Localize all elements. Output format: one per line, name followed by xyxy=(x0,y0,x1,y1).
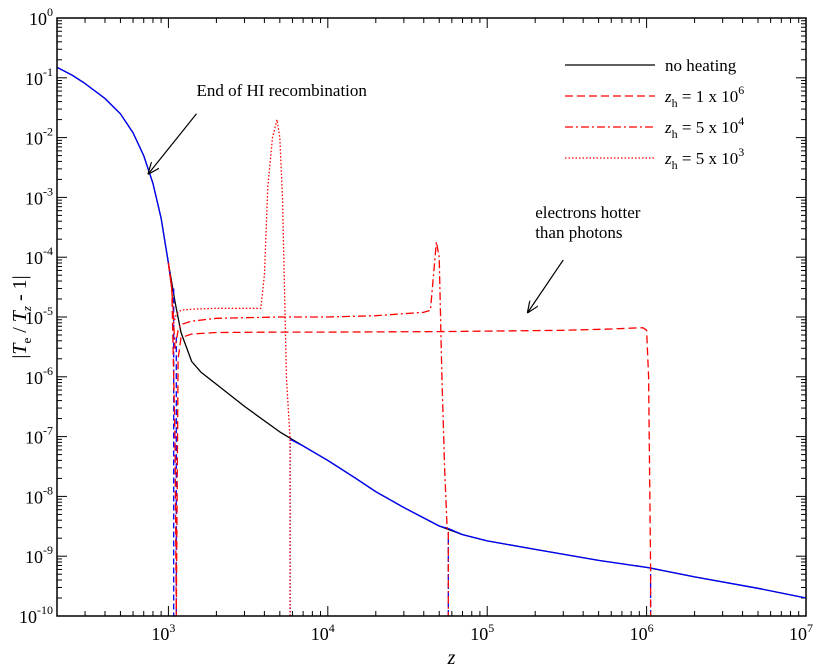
y-tick-label: 10-2 xyxy=(25,125,53,149)
x-tick-label: 107 xyxy=(789,621,813,644)
annotation-arrow xyxy=(148,113,197,174)
legend-label: zh = 5 x 104 xyxy=(664,114,744,141)
y-tick-label: 10-3 xyxy=(25,184,53,208)
x-tick-label: 103 xyxy=(151,621,175,644)
y-tick-label: 10-5 xyxy=(25,304,53,328)
series-line xyxy=(448,527,807,599)
x-axis-label: z xyxy=(447,647,456,669)
y-tick-label: 10-1 xyxy=(25,65,53,89)
annotations: End of HI recombination electrons hotter t… xyxy=(148,81,641,312)
y-tick-label: 10-7 xyxy=(25,424,53,448)
series-line xyxy=(167,118,291,616)
tick-labels: 103 104 105 106 107 100 10-1 10-2 10-3 10-4 10-5 10… xyxy=(19,5,813,644)
legend-label: zh = 5 x 103 xyxy=(664,145,744,172)
y-tick-label: 10-6 xyxy=(25,364,53,388)
series-line xyxy=(289,438,449,530)
y-tick-label: 10-10 xyxy=(19,603,53,627)
annotation-arrow xyxy=(528,259,564,312)
legend-label: no heating xyxy=(665,56,737,75)
axis-ticks xyxy=(56,17,807,617)
annotation-text: electrons hotter than photons xyxy=(535,203,641,242)
y-axis-label: |Te / Tz - 1| xyxy=(9,275,34,358)
series-line xyxy=(167,241,449,616)
y-tick-label: 10-8 xyxy=(25,483,53,507)
y-tick-label: 100 xyxy=(29,5,53,29)
series-line xyxy=(56,66,173,289)
x-tick-label: 104 xyxy=(311,621,335,644)
x-tick-label: 105 xyxy=(470,621,494,644)
y-tick-label: 10-4 xyxy=(25,244,53,268)
legend-label: zh = 1 x 106 xyxy=(664,83,744,110)
x-tick-label: 106 xyxy=(630,621,654,644)
plot-frame xyxy=(56,17,807,617)
series-line xyxy=(167,262,652,617)
series-group xyxy=(56,66,807,617)
legend: no heating zh = 1 x 106 zh = 5 x 104 zh = 5… xyxy=(565,56,744,172)
annotation-text: End of HI recombination xyxy=(196,81,367,100)
y-tick-label: 10-9 xyxy=(25,543,53,567)
